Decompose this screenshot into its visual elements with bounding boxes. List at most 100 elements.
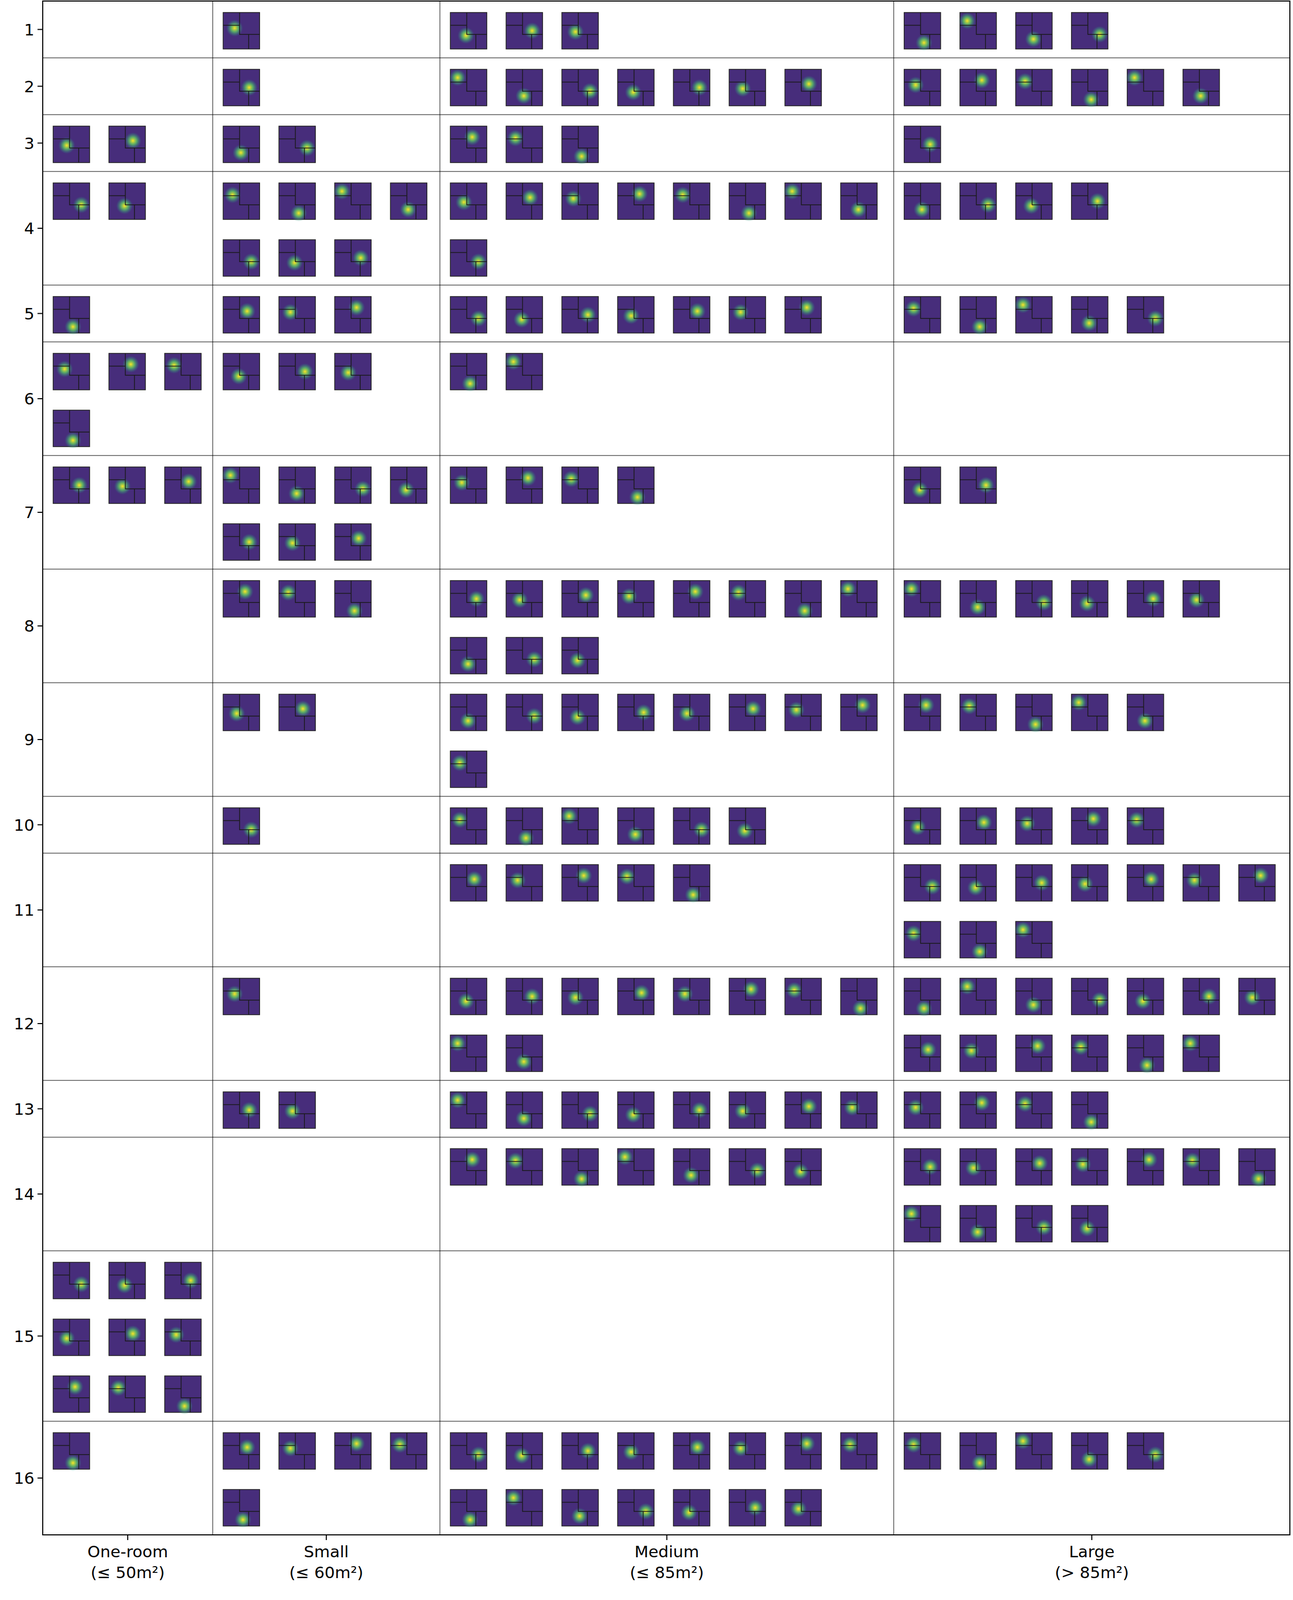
heat-blob xyxy=(515,1110,533,1127)
floor-plan-thumbnail xyxy=(278,239,316,277)
floor-plan-thumbnail xyxy=(334,523,372,561)
heat-blob xyxy=(284,534,301,552)
thumbnail-ground xyxy=(278,580,316,618)
wall-lines xyxy=(617,807,655,845)
wall-lines xyxy=(450,1091,487,1129)
floor-plan-thumbnail xyxy=(450,12,487,49)
floor-plan-thumbnail xyxy=(1015,1148,1053,1186)
row-separator xyxy=(42,796,1290,797)
floor-plan-thumbnail xyxy=(561,466,599,504)
floor-plan-thumbnail xyxy=(1071,1432,1108,1470)
floor-plan-thumbnail xyxy=(450,182,487,220)
wall-lines xyxy=(904,1148,941,1186)
thumbnail-ground xyxy=(223,580,260,618)
thumbnail-ground xyxy=(904,69,941,106)
wall-lines xyxy=(450,637,487,674)
wall-lines xyxy=(334,523,372,561)
y-tick xyxy=(37,85,43,88)
wall-lines xyxy=(673,296,710,334)
thumbnail-ground xyxy=(904,182,941,220)
floor-plan-thumbnail xyxy=(1127,864,1164,902)
thumbnail-ground xyxy=(784,1432,822,1470)
floor-plan-thumbnail xyxy=(506,126,543,163)
thumbnail-ground xyxy=(1015,978,1053,1015)
x-tick xyxy=(1091,1534,1093,1541)
heat-blob xyxy=(182,1272,200,1289)
floor-plan-thumbnail xyxy=(506,807,543,847)
heat-blob xyxy=(907,1099,925,1116)
thumbnail-ground xyxy=(1015,864,1053,902)
wall-lines xyxy=(959,1091,997,1129)
heat-blob xyxy=(691,79,708,96)
thumbnail-ground xyxy=(729,1148,766,1186)
floor-plan-thumbnail xyxy=(1071,1035,1108,1072)
floor-plan-thumbnail xyxy=(904,694,941,731)
wall-lines xyxy=(108,1262,146,1299)
thumbnail-ground xyxy=(617,1091,655,1129)
heat-blob xyxy=(449,1091,466,1109)
row-label: 12 xyxy=(14,1014,35,1033)
thumbnail-ground xyxy=(223,694,260,731)
thumbnail-ground xyxy=(729,978,766,1015)
thumbnail-ground xyxy=(959,694,997,731)
wall-lines xyxy=(784,182,822,220)
heat-blob xyxy=(579,306,597,324)
heat-blob xyxy=(339,364,357,381)
y-tick xyxy=(37,909,43,911)
thumbnail-ground xyxy=(450,864,487,902)
wall-lines xyxy=(561,12,599,49)
heat-blob xyxy=(564,190,582,207)
wall-lines xyxy=(1015,296,1053,334)
floor-plan-thumbnail xyxy=(278,694,316,731)
y-tick xyxy=(37,1023,43,1025)
thumbnail-ground xyxy=(1238,864,1276,902)
row-label: 2 xyxy=(23,77,35,96)
thumbnail-ground xyxy=(959,807,997,845)
heat-blob xyxy=(903,580,920,598)
floor-plan-thumbnail xyxy=(1127,1432,1164,1470)
thumbnail-ground xyxy=(840,694,878,731)
thumbnail-ground xyxy=(53,182,90,220)
heat-blob xyxy=(622,1443,640,1461)
heat-blob xyxy=(1023,197,1040,215)
floor-plan-thumbnail xyxy=(278,126,316,163)
floor-plan-thumbnail xyxy=(673,182,710,220)
heat-blob xyxy=(453,474,471,491)
floor-plan-thumbnail xyxy=(616,1148,655,1186)
heat-blob xyxy=(618,868,636,885)
wall-lines xyxy=(223,1432,260,1470)
x-tick xyxy=(666,1534,668,1541)
floor-plan-thumbnail xyxy=(223,182,260,220)
floor-plan-thumbnail xyxy=(904,978,941,1017)
wall-lines xyxy=(278,126,316,163)
wall-lines xyxy=(506,296,543,334)
frame xyxy=(42,1,1290,1535)
heat-blob xyxy=(626,826,644,843)
heat-blob xyxy=(958,978,976,995)
wall-lines xyxy=(617,1489,655,1526)
wall-lines xyxy=(673,69,710,106)
floor-plan-thumbnail xyxy=(1071,807,1108,845)
floor-plan-thumbnail xyxy=(617,1432,655,1470)
thumbnail-ground xyxy=(450,1148,487,1186)
row-separator xyxy=(42,1080,1290,1081)
y-tick xyxy=(37,739,43,741)
floor-plan-thumbnail xyxy=(784,580,822,620)
row-separator xyxy=(42,1421,1290,1422)
floor-plan-thumbnail xyxy=(164,353,202,390)
floor-plan-thumbnail xyxy=(1183,978,1220,1015)
wall-lines xyxy=(278,580,316,618)
heat-blob xyxy=(1080,314,1098,332)
wall-lines xyxy=(904,182,941,220)
heat-blob xyxy=(905,925,922,942)
wall-lines xyxy=(1071,1148,1108,1186)
heat-blob xyxy=(1186,871,1203,889)
wall-lines xyxy=(53,1375,90,1413)
row-label: 6 xyxy=(23,389,35,409)
thumbnail-ground xyxy=(223,69,260,106)
floor-plan-thumbnail xyxy=(278,466,316,504)
floor-plan-thumbnail xyxy=(506,1035,543,1072)
y-tick xyxy=(37,824,43,826)
wall-lines xyxy=(223,296,260,334)
wall-lines xyxy=(278,1432,316,1470)
